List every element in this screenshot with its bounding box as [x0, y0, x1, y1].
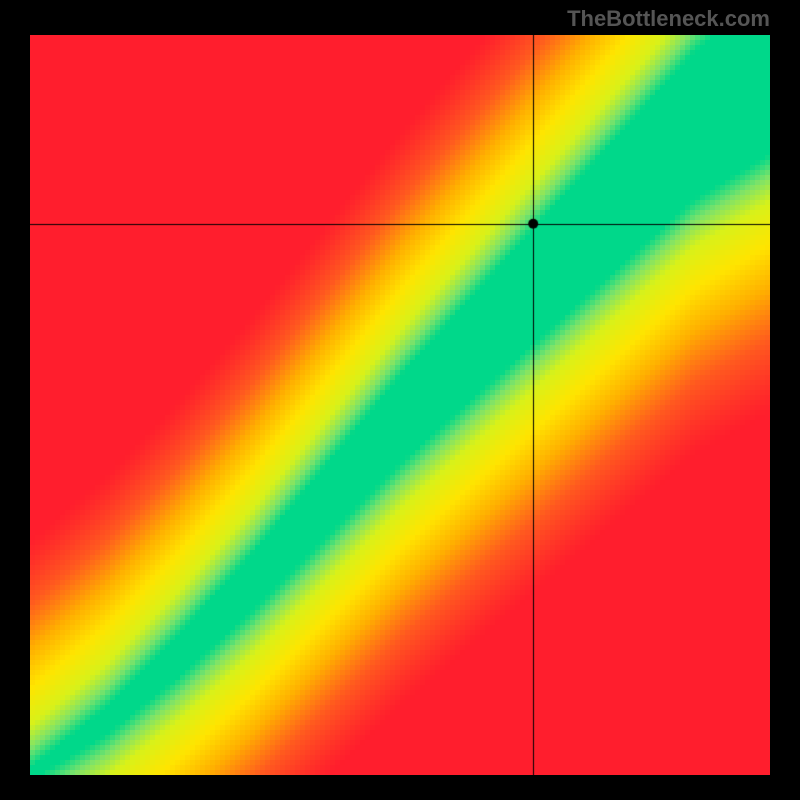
crosshair-overlay [30, 35, 770, 775]
chart-container: TheBottleneck.com [0, 0, 800, 800]
watermark-text: TheBottleneck.com [567, 6, 770, 32]
